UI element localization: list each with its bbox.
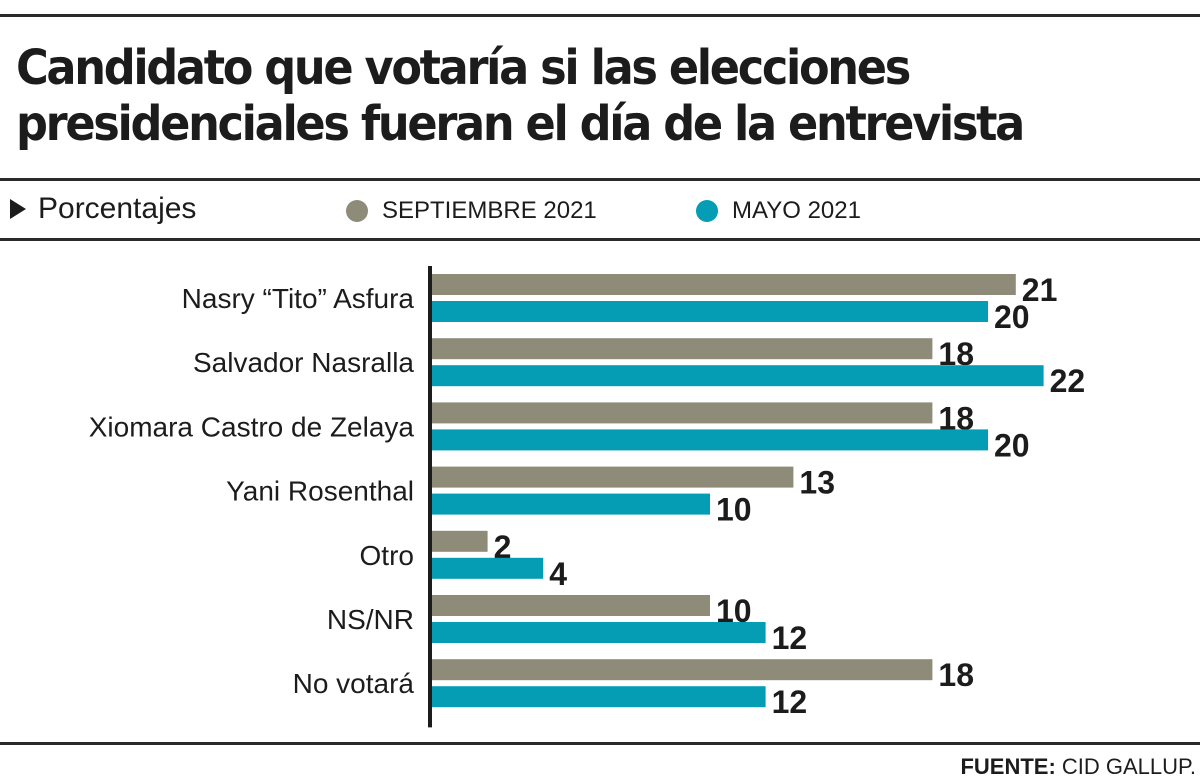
legend-label: MAYO 2021 [732,197,861,224]
bar-septiembre [432,595,710,616]
category-label: No votará [293,668,415,699]
legend-rule [0,238,1200,241]
legend-dot-icon [346,200,368,222]
bar-mayo [432,365,1044,387]
category-label: Otro [360,540,414,571]
bar-mayo [432,429,988,451]
title-line-1: Candidato que votaría si las elecciones [16,40,911,96]
data-label: 4 [549,556,567,592]
chart-title: Candidato que votaría si las elecciones … [16,40,1025,152]
subtitle: Porcentajes [10,192,196,226]
bar-septiembre [432,274,1016,295]
bar-mayo [432,622,766,643]
bar-mayo [432,686,766,708]
bar-mayo [432,493,710,515]
data-label: 10 [716,492,752,528]
triangle-right-icon [10,199,26,219]
title-line-2: presidenciales fueran el día de la entre… [16,96,1025,152]
category-label: Xiomara Castro de Zelaya [89,411,415,442]
bar-septiembre [432,659,933,681]
bar-mayo [432,557,544,579]
source-label: FUENTE: [960,754,1056,779]
category-label: NS/NR [327,604,414,635]
data-label: 20 [994,299,1030,335]
legend-label: SEPTIEMBRE 2021 [382,197,597,224]
data-label: 13 [799,465,835,501]
bar-septiembre [432,466,794,488]
bar-septiembre [432,338,933,360]
data-label: 21 [1022,272,1058,308]
data-label: 20 [994,427,1030,463]
data-label: 12 [772,620,808,656]
bar-mayo [432,301,988,322]
legend-dot-icon [696,200,718,222]
data-label: 18 [938,657,974,693]
top-rule [0,14,1200,17]
bottom-rule [0,742,1200,745]
legend-item-septiembre: SEPTIEMBRE 2021 [346,197,597,225]
data-label: 12 [772,684,808,720]
title-rule [0,178,1200,181]
category-label: Salvador Nasralla [193,347,414,378]
data-label: 22 [1050,363,1086,399]
bar-septiembre [432,530,488,552]
source-note: FUENTE: CID GALLUP. [960,754,1196,780]
category-label: Nasry “Tito” Asfura [182,283,415,314]
bar-septiembre [432,402,933,424]
category-label: Yani Rosenthal [226,476,414,507]
legend-item-mayo: MAYO 2021 [696,197,861,225]
data-label: 2 [494,529,512,565]
subtitle-text: Porcentajes [38,192,197,225]
source-value: CID GALLUP. [1061,754,1196,779]
